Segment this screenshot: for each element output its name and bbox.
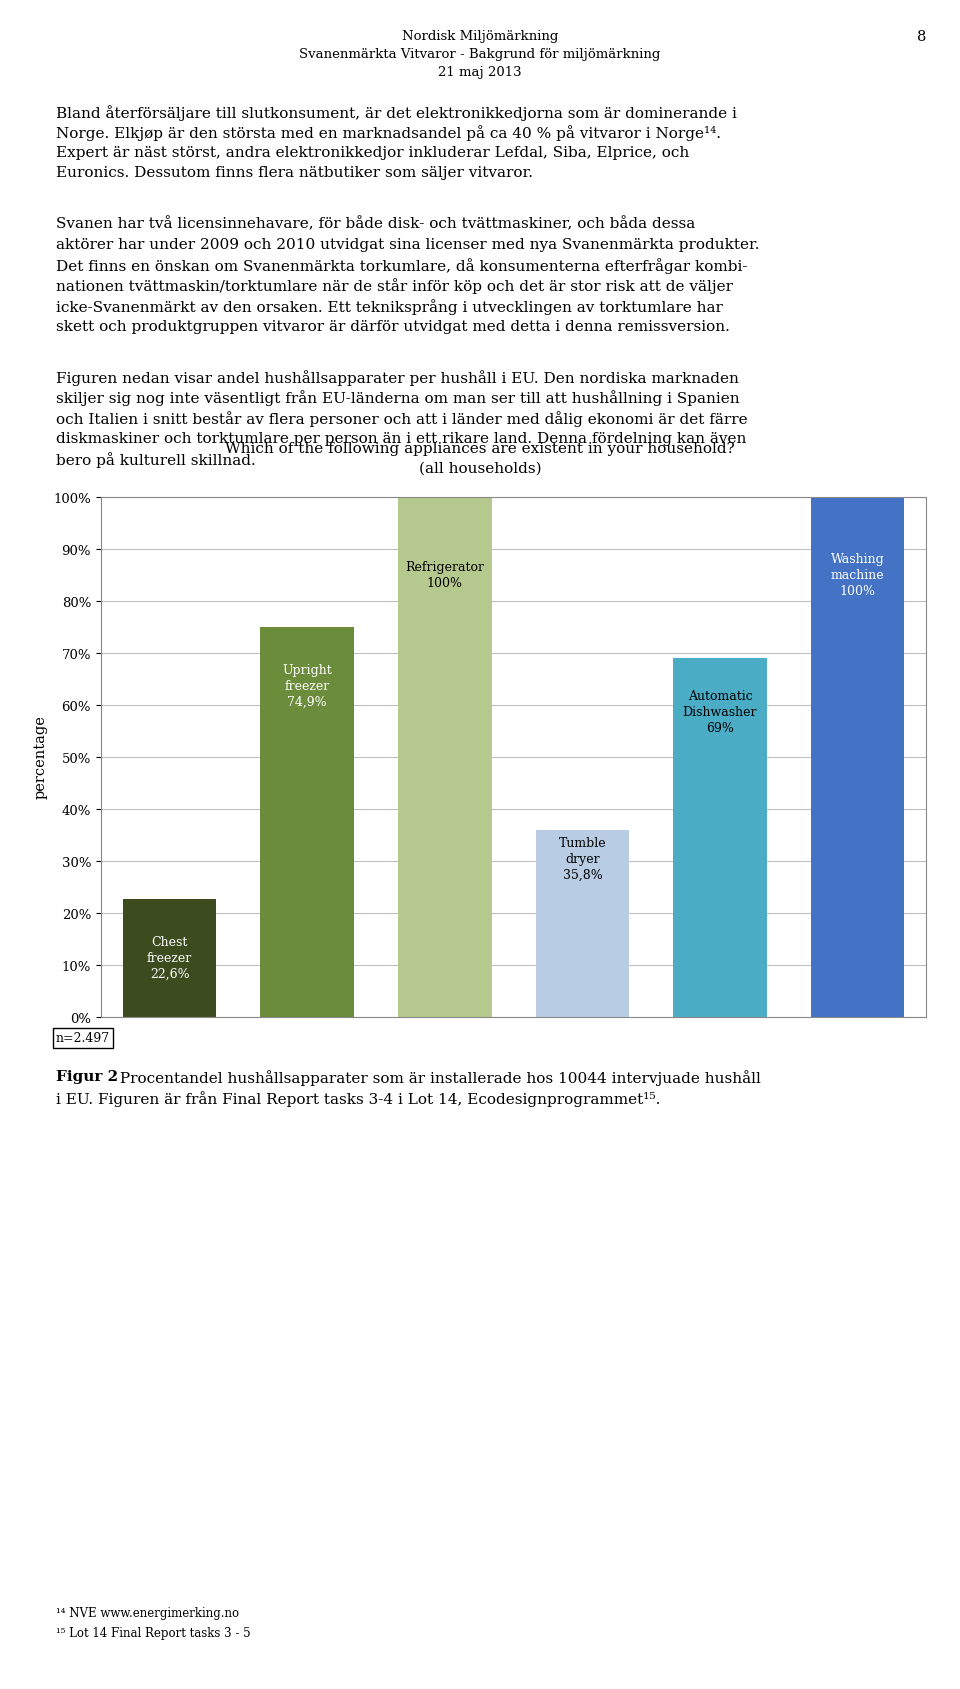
Bar [673,659,767,1017]
Text: Refrigerator
100%: Refrigerator 100% [405,561,484,589]
Bar [536,831,629,1017]
Text: 8: 8 [917,30,926,44]
Text: 21 maj 2013: 21 maj 2013 [438,66,522,79]
Text: Norge. Elkjøp är den största med en marknadsandel på ca 40 % på vitvaror i Norge: Norge. Elkjøp är den största med en mark… [56,125,721,142]
Text: Expert är näst störst, andra elektronikkedjor inkluderar Lefdal, Siba, Elprice, : Expert är näst störst, andra elektronikk… [56,145,689,160]
Text: Chest
freezer
22,6%: Chest freezer 22,6% [147,936,192,981]
Bar [123,900,216,1017]
Y-axis label: percentage: percentage [34,714,48,799]
Text: nationen tvättmaskin/torktumlare när de står inför köp och det är stor risk att : nationen tvättmaskin/torktumlare när de … [56,279,732,294]
Text: Det finns en önskan om Svanenmärkta torkumlare, då konsumenterna efterfrågar kom: Det finns en önskan om Svanenmärkta tork… [56,258,747,274]
Text: skiljer sig nog inte väsentligt från EU-länderna om man ser till att hushållning: skiljer sig nog inte väsentligt från EU-… [56,390,739,405]
Text: i EU. Figuren är från Final Report tasks 3-4 i Lot 14, Ecodesignprogrammet¹⁵.: i EU. Figuren är från Final Report tasks… [56,1091,660,1106]
Text: n=2.497: n=2.497 [56,1032,109,1045]
Text: Bland återförsäljare till slutkonsument, är det elektronikkedjorna som är domine: Bland återförsäljare till slutkonsument,… [56,105,736,122]
Text: skett och produktgruppen vitvaror är därför utvidgat med detta i denna remissver: skett och produktgruppen vitvaror är där… [56,319,730,333]
Text: Procentandel hushållsapparater som är installerade hos 10044 intervjuade hushåll: Procentandel hushållsapparater som är in… [115,1069,761,1086]
Text: Figur 2: Figur 2 [56,1069,118,1084]
Text: bero på kulturell skillnad.: bero på kulturell skillnad. [56,451,255,468]
Text: och Italien i snitt består av flera personer och att i länder med dålig ekonomi : och Italien i snitt består av flera pers… [56,410,747,427]
Text: Tumble
dryer
35,8%: Tumble dryer 35,8% [559,836,606,882]
Text: ¹⁴ NVE www.energimerking.no: ¹⁴ NVE www.energimerking.no [56,1606,239,1620]
Text: Upright
freezer
74,9%: Upright freezer 74,9% [282,664,332,708]
Text: aktörer har under 2009 och 2010 utvidgat sina licenser med nya Svanenmärkta prod: aktörer har under 2009 och 2010 utvidgat… [56,238,759,252]
Text: Svanen har två licensinnehavare, för både disk- och tvättmaskiner, och båda dess: Svanen har två licensinnehavare, för båd… [56,216,695,231]
Text: Washing
machine
100%: Washing machine 100% [830,552,884,598]
Text: Automatic
Dishwasher
69%: Automatic Dishwasher 69% [683,689,757,735]
Text: diskmaskiner och torktumlare per person än i ett rikare land. Denna fördelning k: diskmaskiner och torktumlare per person … [56,431,746,446]
Text: Which of the following appliances are existent in your household?
(all household: Which of the following appliances are ex… [226,443,734,476]
Bar [811,497,904,1017]
Text: icke-Svanenmärkt av den orsaken. Ett tekniksprång i utvecklingen av torktumlare : icke-Svanenmärkt av den orsaken. Ett tek… [56,299,723,314]
Text: ¹⁵ Lot 14 Final Report tasks 3 - 5: ¹⁵ Lot 14 Final Report tasks 3 - 5 [56,1627,251,1640]
Text: Nordisk Miljömärkning: Nordisk Miljömärkning [402,30,558,42]
Bar [260,628,354,1017]
Text: Figuren nedan visar andel hushållsapparater per hushåll i EU. Den nordiska markn: Figuren nedan visar andel hushållsappara… [56,370,738,385]
Bar [398,497,492,1017]
Text: Euronics. Dessutom finns flera nätbutiker som säljer vitvaror.: Euronics. Dessutom finns flera nätbutike… [56,167,533,181]
Text: Svanenmärkta Vitvaror - Bakgrund för miljömärkning: Svanenmärkta Vitvaror - Bakgrund för mil… [300,47,660,61]
